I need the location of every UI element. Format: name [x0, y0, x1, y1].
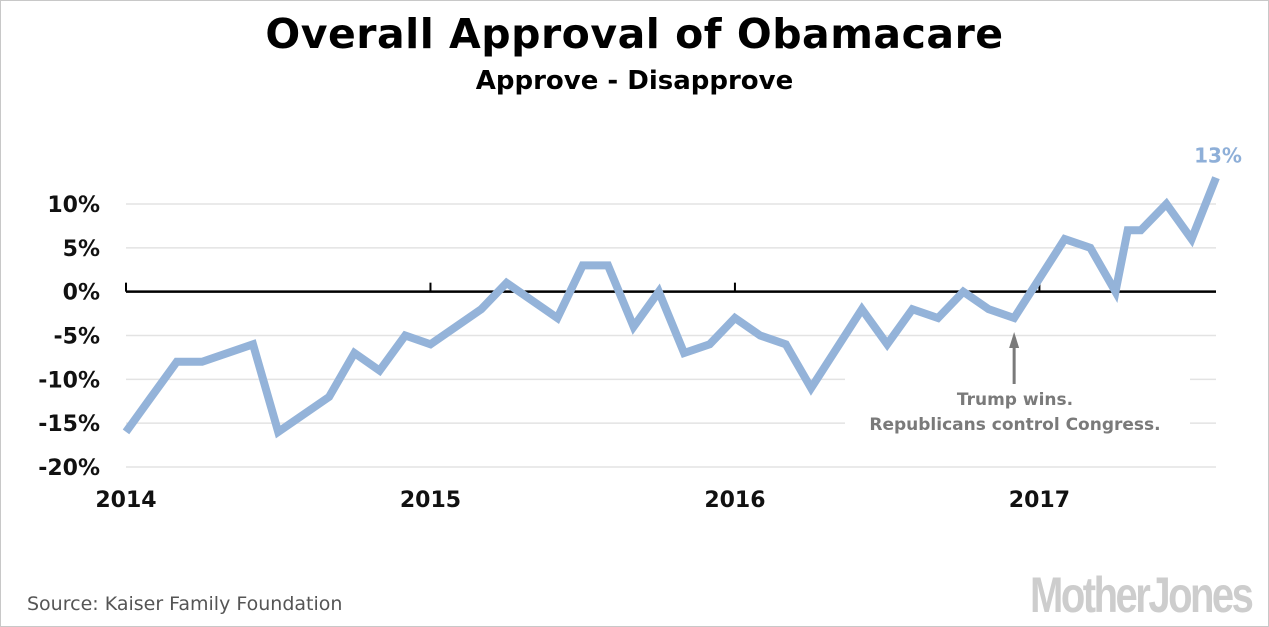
y-tick-label: -20%	[38, 456, 100, 481]
annotation-text-line: Trump wins.	[957, 390, 1073, 410]
series-layer	[122, 176, 1220, 439]
annotation-text-line: Republicans control Congress.	[869, 415, 1160, 435]
arrow-up-icon	[1009, 332, 1020, 348]
y-tick-label: 10%	[47, 193, 100, 218]
x-tick-label: 2014	[95, 488, 156, 513]
x-axis-ticks: 2014 2015 2016 2017	[95, 488, 1070, 513]
mother-jones-logo: MotherJones	[1030, 568, 1254, 623]
zero-axis	[125, 282, 1216, 293]
y-tick-label: 0%	[63, 281, 100, 306]
source-note: Source: Kaiser Family Foundation	[27, 593, 343, 615]
x-tick-label: 2016	[704, 488, 765, 513]
y-tick-label: -5%	[54, 325, 100, 350]
x-tick-label: 2015	[400, 488, 461, 513]
y-tick-label: 5%	[63, 237, 100, 262]
gridlines	[126, 203, 1216, 468]
end-value-label: 13%	[1194, 144, 1242, 168]
x-tick-label: 2017	[1009, 488, 1070, 513]
annotation: Trump wins. Republicans control Congress.	[869, 332, 1161, 435]
y-tick-label: -15%	[38, 412, 100, 437]
chart-title: Overall Approval of Obamacare	[265, 10, 1004, 58]
series-line	[122, 176, 1220, 439]
chart-subtitle: Approve - Disapprove	[475, 66, 794, 96]
y-axis-ticks: 10% 5% 0% -5% -10% -15% -20%	[38, 193, 100, 481]
y-tick-label: -10%	[38, 368, 100, 393]
